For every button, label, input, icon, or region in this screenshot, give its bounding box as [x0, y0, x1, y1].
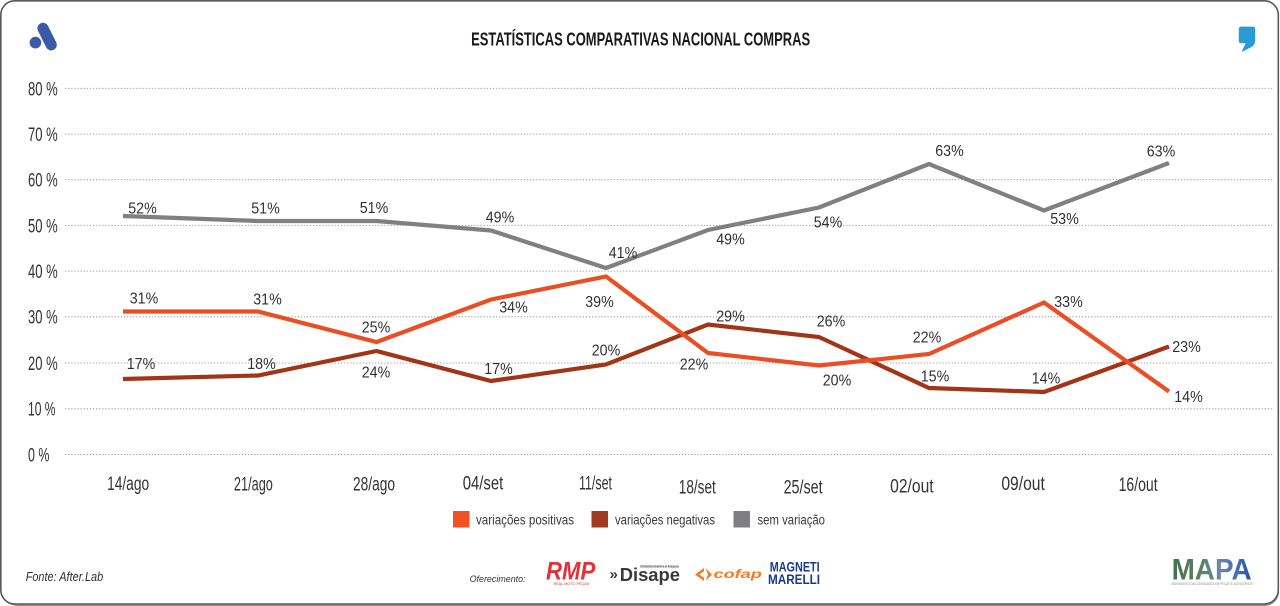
- svg-text:0 %: 0 %: [28, 445, 49, 466]
- svg-text:MAPA: MAPA: [1172, 554, 1252, 587]
- svg-text:24%: 24%: [362, 365, 391, 382]
- svg-text:cofap: cofap: [714, 569, 762, 581]
- svg-text:31%: 31%: [130, 291, 159, 308]
- svg-text:15%: 15%: [921, 369, 950, 386]
- svg-text:16/out: 16/out: [1119, 475, 1159, 496]
- svg-text:Disape: Disape: [620, 564, 680, 585]
- svg-text:REAL MOTO PEÇAS: REAL MOTO PEÇAS: [554, 582, 590, 586]
- svg-text:17%: 17%: [484, 361, 513, 378]
- svg-text:29%: 29%: [716, 309, 745, 326]
- svg-text:22%: 22%: [680, 357, 709, 374]
- svg-text:25%: 25%: [362, 320, 391, 337]
- svg-text:MARELLI: MARELLI: [768, 572, 820, 587]
- svg-text:26%: 26%: [817, 314, 846, 331]
- svg-text:63%: 63%: [1147, 144, 1176, 161]
- svg-text:25/set: 25/set: [784, 478, 824, 499]
- svg-text:20%: 20%: [823, 373, 852, 390]
- svg-text:sem variação: sem variação: [758, 512, 826, 527]
- svg-text:63%: 63%: [935, 143, 964, 160]
- svg-text:04/set: 04/set: [463, 474, 504, 495]
- svg-text:RMP: RMP: [546, 557, 596, 585]
- svg-text:23%: 23%: [1172, 339, 1201, 356]
- svg-text:31%: 31%: [253, 292, 282, 309]
- svg-text:02/out: 02/out: [890, 477, 934, 498]
- svg-text:34%: 34%: [499, 300, 528, 317]
- svg-text:54%: 54%: [814, 215, 843, 232]
- svg-text:18/set: 18/set: [679, 478, 717, 499]
- svg-text:Oferecimento:: Oferecimento:: [470, 574, 526, 585]
- svg-text:20 %: 20 %: [28, 354, 58, 375]
- svg-text:49%: 49%: [716, 232, 745, 249]
- svg-text:53%: 53%: [1050, 211, 1079, 228]
- svg-text:»: »: [610, 566, 618, 583]
- svg-text:MAGNETI: MAGNETI: [770, 560, 820, 575]
- svg-text:21/ago: 21/ago: [234, 475, 273, 496]
- svg-text:70 %: 70 %: [28, 125, 58, 146]
- svg-text:51%: 51%: [251, 201, 280, 218]
- svg-text:09/out: 09/out: [1001, 474, 1045, 495]
- svg-text:MOVIMENTO DAS ATIVIDADES EM PE: MOVIMENTO DAS ATIVIDADES EM PEÇAS E ACES…: [1172, 581, 1254, 586]
- svg-text:30 %: 30 %: [28, 308, 58, 329]
- svg-text:33%: 33%: [1054, 294, 1083, 311]
- svg-text:60 %: 60 %: [28, 171, 58, 192]
- svg-text:17%: 17%: [127, 356, 156, 373]
- svg-text:39%: 39%: [585, 294, 614, 311]
- svg-text:18%: 18%: [247, 356, 276, 373]
- svg-text:Distribuidora Brasileira de Au: Distribuidora Brasileira de Autopeças: [640, 564, 679, 568]
- svg-text:Fonte: After.Lab: Fonte: After.Lab: [26, 570, 104, 584]
- svg-text:14%: 14%: [1032, 371, 1061, 388]
- svg-text:20%: 20%: [592, 343, 621, 360]
- svg-text:80 %: 80 %: [28, 79, 58, 100]
- svg-text:51%: 51%: [360, 200, 389, 217]
- svg-text:52%: 52%: [128, 201, 157, 218]
- svg-text:22%: 22%: [913, 330, 942, 347]
- svg-text:40 %: 40 %: [28, 262, 58, 283]
- svg-text:variações negativas: variações negativas: [615, 512, 715, 527]
- svg-text:11/set: 11/set: [579, 474, 612, 495]
- svg-text:49%: 49%: [486, 210, 515, 227]
- svg-text:41%: 41%: [609, 245, 638, 262]
- svg-text:14/ago: 14/ago: [107, 474, 149, 495]
- svg-text:50 %: 50 %: [28, 216, 58, 237]
- svg-text:variações positivas: variações positivas: [476, 512, 574, 527]
- svg-text:10 %: 10 %: [28, 400, 56, 421]
- svg-text:28/ago: 28/ago: [353, 475, 395, 496]
- svg-text:ESTATÍSTICAS COMPARATIVAS NACI: ESTATÍSTICAS COMPARATIVAS NACIONAL COMPR…: [471, 29, 810, 50]
- svg-text:14%: 14%: [1174, 389, 1203, 406]
